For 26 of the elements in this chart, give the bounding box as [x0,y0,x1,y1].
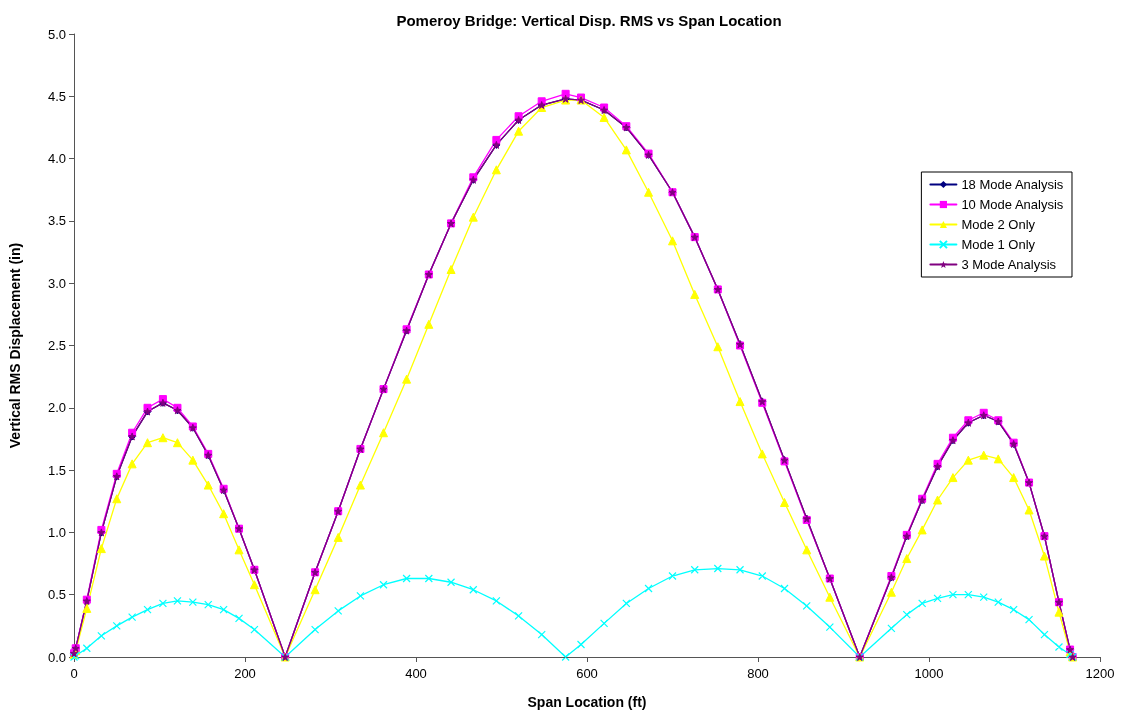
y-tick-label: 2.5 [47,338,66,353]
x-tick-label: 200 [234,666,256,681]
y-tick-label: 0.5 [47,587,66,603]
y-tick-label: 2.0 [47,400,66,416]
y-tick-label: 1.5 [47,462,66,478]
x-tick-label: 0 [70,666,78,681]
y-axis-title: Vertical RMS Displacement (in) [7,242,23,449]
x-tick-label: 1200 [1085,666,1115,681]
chart-title: Pomeroy Bridge: Vertical Disp. RMS vs Span Location [396,12,782,29]
legend-label: 10 Mode Analysis [961,197,1064,212]
legend-label: Mode 1 Only [961,237,1036,252]
y-tick-label: 1.0 [47,524,66,540]
y-tick-label: 3.5 [47,213,66,229]
legend-label: 3 Mode Analysis [961,257,1057,272]
y-tick-label: 5.0 [47,26,66,42]
x-tick-label: 400 [405,666,427,681]
y-tick-label: 4.0 [47,151,66,167]
legend-label: 18 Mode Analysis [961,177,1064,192]
y-tick-label: 4.5 [47,88,66,104]
x-axis-title: Span Location (ft) [527,694,647,710]
y-tick-label: 3.0 [47,275,66,291]
legend-label: Mode 2 Only [961,217,1036,232]
x-tick-label: 800 [747,666,769,681]
x-tick-label: 1000 [914,666,944,681]
y-tick-label: 0.0 [47,649,66,665]
x-tick-label: 600 [576,666,598,681]
